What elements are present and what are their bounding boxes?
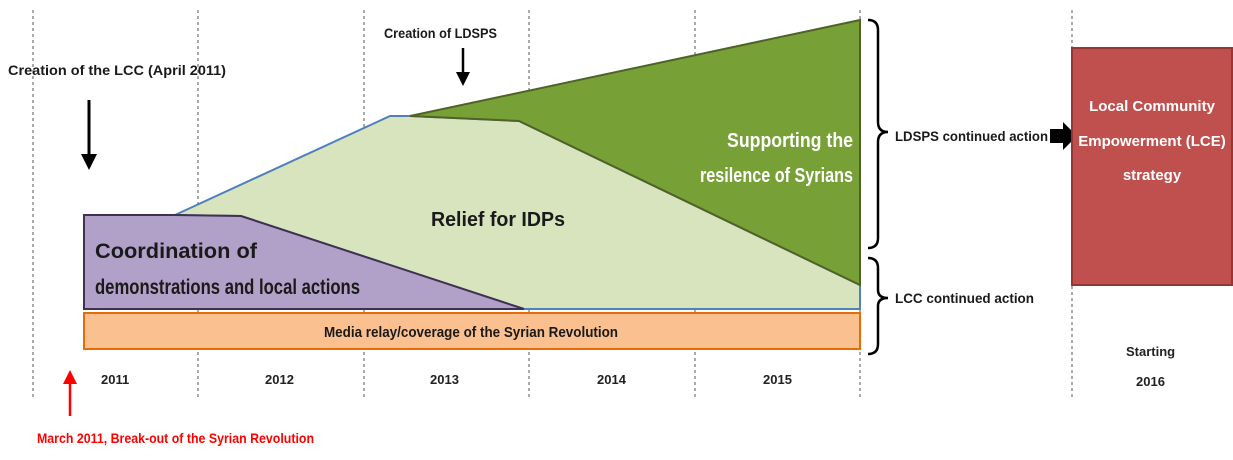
right-arrow-icon <box>1050 122 1077 150</box>
coordination-area <box>83 214 525 310</box>
lce-label-line3: strategy <box>1123 167 1182 184</box>
lcc-continued-label: LCC continued action <box>895 290 1034 306</box>
down-arrow-icon <box>456 48 470 86</box>
up-arrow-icon <box>63 370 77 416</box>
brace-lcc-icon <box>867 256 889 356</box>
lce-strategy-box <box>1071 47 1233 286</box>
media-label: Media relay/coverage of the Syrian Revol… <box>324 324 618 341</box>
ldsps-creation-label: Creation of LDSPS <box>384 25 497 41</box>
media-bar <box>83 312 861 350</box>
breakout-label: March 2011, Break-out of the Syrian Revo… <box>37 430 314 446</box>
year-label: 2014 <box>597 372 627 387</box>
year-label: 2013 <box>430 372 459 387</box>
starting-label: Starting <box>1126 344 1175 359</box>
down-arrow-icon <box>81 100 97 170</box>
relief-label: Relief for IDPs <box>431 209 565 231</box>
starting-year-label: 2016 <box>1136 374 1165 389</box>
coordination-label-line2: demonstrations and local actions <box>95 276 360 299</box>
resilience-label-line2: resilence of Syrians <box>700 165 853 187</box>
lcc-creation-label: Creation of the LCC (April 2011) <box>8 62 226 78</box>
lce-label-line1: Local Community <box>1089 98 1216 115</box>
resilience-area <box>409 18 861 287</box>
brace-ldsps-icon <box>867 18 889 250</box>
lce-label-line2: Empowerment (LCE) <box>1078 133 1226 150</box>
year-label: 2011 <box>101 372 129 387</box>
year-label: 2015 <box>763 372 792 387</box>
year-labels: 2011 2012 2013 2014 2015 <box>101 372 792 387</box>
coordination-label-line1: Coordination of <box>95 240 258 263</box>
year-label: 2012 <box>265 372 294 387</box>
ldsps-continued-label: LDSPS continued action <box>895 128 1048 144</box>
resilience-label-line1: Supporting the <box>727 130 853 152</box>
